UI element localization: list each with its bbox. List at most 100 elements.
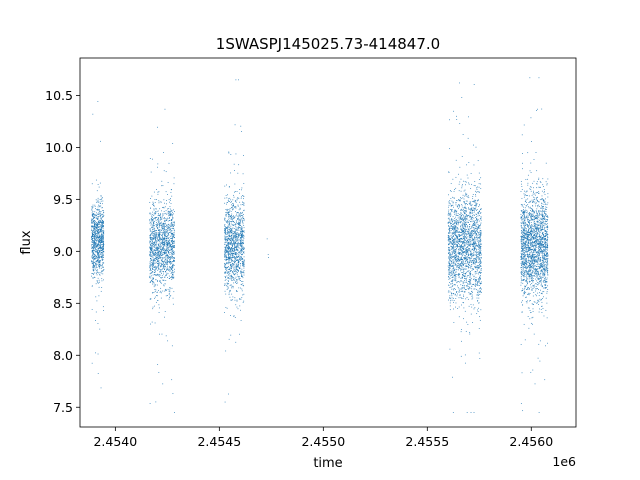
data-point bbox=[473, 279, 474, 281]
data-point bbox=[171, 244, 173, 245]
data-point bbox=[243, 249, 245, 250]
data-point bbox=[92, 252, 94, 253]
data-point bbox=[158, 232, 160, 234]
data-point bbox=[98, 223, 100, 225]
data-point bbox=[162, 248, 164, 250]
data-point bbox=[479, 253, 481, 255]
data-point bbox=[167, 233, 169, 234]
data-point bbox=[224, 265, 225, 267]
data-point bbox=[233, 232, 235, 234]
data-point bbox=[99, 240, 101, 242]
data-point bbox=[455, 245, 457, 247]
data-point bbox=[454, 270, 455, 271]
data-point bbox=[158, 247, 159, 249]
data-point bbox=[154, 237, 155, 239]
data-point bbox=[170, 268, 172, 270]
data-point bbox=[231, 207, 232, 209]
data-point bbox=[160, 223, 161, 225]
data-point bbox=[225, 293, 227, 295]
data-point bbox=[480, 272, 482, 273]
data-point bbox=[463, 272, 465, 274]
data-point bbox=[472, 284, 474, 285]
data-point bbox=[473, 242, 475, 244]
data-point bbox=[154, 244, 156, 246]
data-point bbox=[103, 245, 104, 247]
data-point bbox=[239, 298, 241, 299]
data-point bbox=[241, 212, 243, 214]
data-point bbox=[469, 273, 471, 274]
data-point bbox=[230, 227, 232, 229]
data-point bbox=[476, 280, 478, 282]
data-point bbox=[103, 231, 104, 233]
data-point bbox=[476, 191, 478, 193]
data-point bbox=[98, 249, 99, 251]
data-point bbox=[159, 251, 161, 252]
data-point bbox=[240, 245, 242, 247]
data-point bbox=[230, 244, 232, 246]
data-point bbox=[230, 268, 232, 270]
data-point bbox=[94, 240, 96, 241]
data-point bbox=[477, 273, 479, 275]
data-point bbox=[102, 226, 104, 228]
data-point bbox=[157, 275, 159, 277]
data-point bbox=[153, 202, 154, 204]
data-point bbox=[230, 256, 232, 258]
data-point bbox=[453, 300, 455, 301]
data-point bbox=[224, 266, 226, 268]
data-point bbox=[102, 210, 104, 211]
data-point bbox=[153, 220, 155, 222]
data-point bbox=[157, 254, 159, 255]
data-point bbox=[157, 227, 158, 229]
data-point bbox=[173, 412, 175, 413]
data-point bbox=[167, 244, 169, 246]
data-point bbox=[91, 230, 92, 232]
data-point bbox=[451, 274, 453, 276]
data-point bbox=[478, 237, 480, 238]
data-point bbox=[159, 242, 161, 244]
data-point bbox=[466, 230, 468, 232]
data-point bbox=[449, 238, 451, 239]
data-point bbox=[456, 235, 458, 237]
data-point bbox=[447, 249, 449, 251]
data-point bbox=[153, 244, 155, 246]
data-point bbox=[228, 271, 230, 273]
data-point bbox=[474, 200, 476, 202]
data-point bbox=[151, 254, 152, 256]
data-point bbox=[460, 279, 462, 281]
data-point bbox=[451, 242, 452, 244]
data-point bbox=[475, 254, 477, 256]
data-point bbox=[469, 216, 470, 218]
data-point bbox=[173, 251, 175, 253]
data-point bbox=[226, 238, 228, 240]
data-point bbox=[480, 232, 482, 233]
data-point bbox=[480, 249, 482, 251]
data-point bbox=[93, 224, 95, 226]
data-point bbox=[462, 275, 464, 277]
data-point bbox=[242, 202, 244, 203]
data-point bbox=[158, 250, 160, 251]
data-point bbox=[448, 209, 450, 211]
data-point bbox=[448, 250, 450, 252]
data-point bbox=[165, 210, 167, 212]
data-point bbox=[92, 232, 94, 234]
data-point bbox=[157, 266, 159, 268]
data-point bbox=[95, 223, 97, 225]
data-point bbox=[243, 231, 245, 233]
data-point bbox=[91, 228, 93, 230]
data-point bbox=[450, 272, 452, 274]
data-point bbox=[228, 152, 230, 154]
data-point bbox=[241, 276, 242, 278]
data-point bbox=[233, 251, 234, 252]
data-point bbox=[154, 296, 156, 298]
data-point bbox=[97, 248, 99, 250]
data-point bbox=[454, 228, 456, 230]
data-point bbox=[161, 236, 163, 238]
data-point bbox=[165, 238, 167, 239]
data-point bbox=[237, 250, 239, 252]
data-point bbox=[242, 236, 243, 237]
data-point bbox=[243, 265, 245, 267]
data-point bbox=[449, 287, 451, 288]
data-point bbox=[241, 271, 242, 273]
data-point bbox=[167, 257, 169, 259]
data-point bbox=[170, 248, 172, 250]
